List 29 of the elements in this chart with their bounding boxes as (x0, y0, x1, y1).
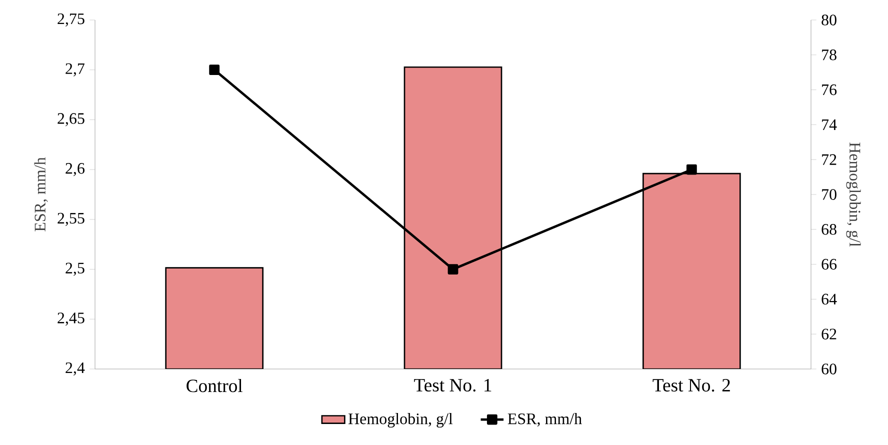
legend-label: Hemoglobin, g/l (348, 412, 453, 428)
y-tick-label: 2,5 (66, 262, 84, 276)
point (209, 64, 220, 76)
y2-tick-label: 64 (822, 294, 837, 305)
y-tick-label: 2,45 (58, 312, 84, 326)
legend-label: ESR, mm/h (508, 412, 582, 427)
y2-tick-label: 62 (822, 328, 836, 340)
y2-tick-label: 76 (822, 84, 837, 96)
y-tick-label: 2,55 (58, 212, 84, 226)
x-tick-label: Test No. 2 (652, 379, 730, 392)
y2-tick-label: 74 (822, 119, 837, 130)
x-tick-label: Test No. 1 (414, 379, 492, 392)
y-tick-label: 2,7 (66, 63, 84, 76)
y2-axis-title: Hemoglobin, g/l (846, 142, 861, 247)
y2-tick-label: 60 (822, 364, 836, 374)
y-tick-label: 2,4 (66, 362, 85, 376)
y-tick-label: 2,65 (58, 113, 84, 126)
y2-tick-label: 68 (822, 224, 836, 235)
y2-tick-label: 70 (822, 189, 836, 200)
y-axis-title: ESR, mm/h (34, 157, 48, 232)
y-tick-label: 2,75 (58, 13, 84, 27)
point (686, 164, 697, 175)
x-tick-label: Control (186, 379, 242, 392)
y2-tick-label: 78 (822, 49, 836, 60)
point (448, 264, 458, 274)
y2-tick-label: 72 (822, 154, 836, 165)
y2-tick-label: 80 (822, 14, 836, 26)
y2-tick-label: 66 (822, 258, 837, 270)
y-tick-label: 2,6 (66, 163, 84, 176)
